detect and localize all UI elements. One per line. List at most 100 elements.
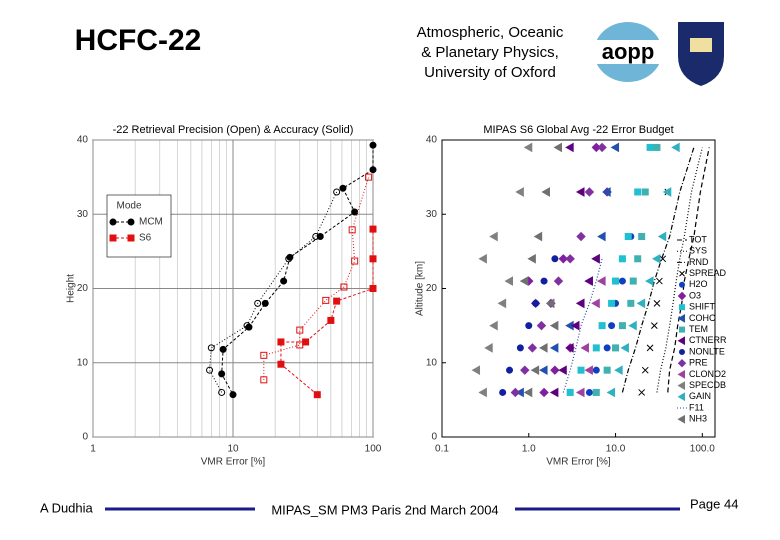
marker — [243, 322, 251, 330]
marker — [679, 349, 685, 355]
marker — [545, 298, 555, 309]
marker — [478, 253, 487, 264]
marker — [285, 255, 293, 263]
marker — [218, 388, 226, 396]
marker — [539, 387, 549, 398]
marker — [515, 187, 524, 197]
x-tick-label: 10 — [227, 444, 239, 455]
marker — [638, 233, 646, 241]
marker — [677, 370, 685, 379]
legend-title: Mode — [116, 201, 141, 212]
legend-label: COHC — [689, 313, 716, 323]
oxford-crest — [678, 22, 724, 86]
marker — [530, 365, 540, 376]
marker — [218, 370, 226, 378]
marker — [127, 234, 135, 242]
marker — [576, 387, 585, 398]
marker — [302, 338, 310, 346]
marker — [553, 276, 564, 286]
y-tick-label: 20 — [426, 283, 438, 294]
marker — [677, 381, 685, 390]
marker — [206, 366, 214, 374]
marker — [565, 254, 575, 264]
marker — [608, 299, 616, 307]
marker — [565, 343, 574, 353]
legend-label: H2O — [689, 279, 708, 289]
legend-box — [106, 194, 172, 258]
marker — [533, 231, 543, 242]
marker — [636, 298, 646, 309]
marker — [339, 184, 347, 192]
marker — [296, 341, 304, 349]
marker — [551, 255, 559, 263]
marker — [523, 387, 533, 398]
marker — [634, 255, 642, 263]
marker — [313, 391, 321, 399]
marker — [677, 314, 685, 323]
institute-line: & Planetary Physics, — [421, 44, 559, 61]
accuracy-line — [221, 145, 374, 395]
marker — [254, 299, 262, 307]
marker — [646, 344, 654, 352]
marker — [127, 218, 135, 226]
marker — [679, 281, 685, 288]
marker — [671, 142, 680, 153]
marker — [591, 298, 600, 309]
slide-title: HCFC-22 — [75, 24, 202, 57]
marker — [506, 366, 514, 374]
marker — [536, 320, 547, 331]
marker — [566, 388, 574, 396]
logo-text: aopp — [602, 39, 655, 64]
legend-label: CLONO2 — [689, 369, 726, 379]
marker — [592, 344, 600, 352]
marker — [627, 299, 635, 307]
marker — [497, 298, 507, 309]
y-tick-label: 40 — [426, 135, 438, 146]
marker — [618, 322, 626, 330]
marker — [638, 389, 646, 396]
marker — [584, 187, 595, 197]
marker — [365, 173, 373, 181]
marker — [603, 366, 611, 374]
legend-label: TOT — [689, 234, 707, 244]
marker — [510, 387, 521, 398]
institute-line: University of Oxford — [424, 64, 556, 81]
marker — [277, 360, 285, 368]
precision-line — [209, 191, 338, 393]
x-tick-label: 100 — [365, 444, 382, 455]
marker — [577, 366, 585, 374]
marker — [679, 304, 685, 311]
x-tick-label: 10.0 — [606, 444, 626, 455]
legend-label: NONLTE — [689, 346, 725, 356]
x-axis-label: VMR Error [%] — [546, 457, 611, 468]
marker — [312, 233, 320, 241]
marker — [489, 231, 498, 242]
x-tick-label: 100.0 — [690, 444, 715, 455]
marker — [662, 187, 672, 197]
y-axis-label: Altitude [km] — [415, 261, 426, 316]
marker — [109, 218, 117, 226]
marker — [612, 277, 620, 285]
marker — [207, 344, 215, 352]
marker — [653, 143, 661, 151]
marker — [369, 285, 377, 292]
x-axis-label: VMR Error [%] — [201, 457, 266, 468]
legend-label: TEM — [689, 324, 708, 334]
marker — [280, 277, 288, 285]
profile-line — [667, 147, 710, 393]
marker — [340, 283, 348, 291]
footer-page: Page 44 — [690, 496, 738, 511]
legend-label: CTNERR — [689, 335, 727, 345]
marker — [260, 376, 268, 384]
marker — [322, 296, 330, 304]
footer-author: A Dudhia — [40, 500, 94, 515]
legend-label: SYS — [689, 246, 707, 256]
marker — [539, 365, 548, 376]
marker — [527, 343, 538, 353]
marker — [597, 276, 606, 286]
marker — [653, 299, 661, 307]
marker — [620, 343, 629, 353]
marker — [584, 276, 593, 286]
